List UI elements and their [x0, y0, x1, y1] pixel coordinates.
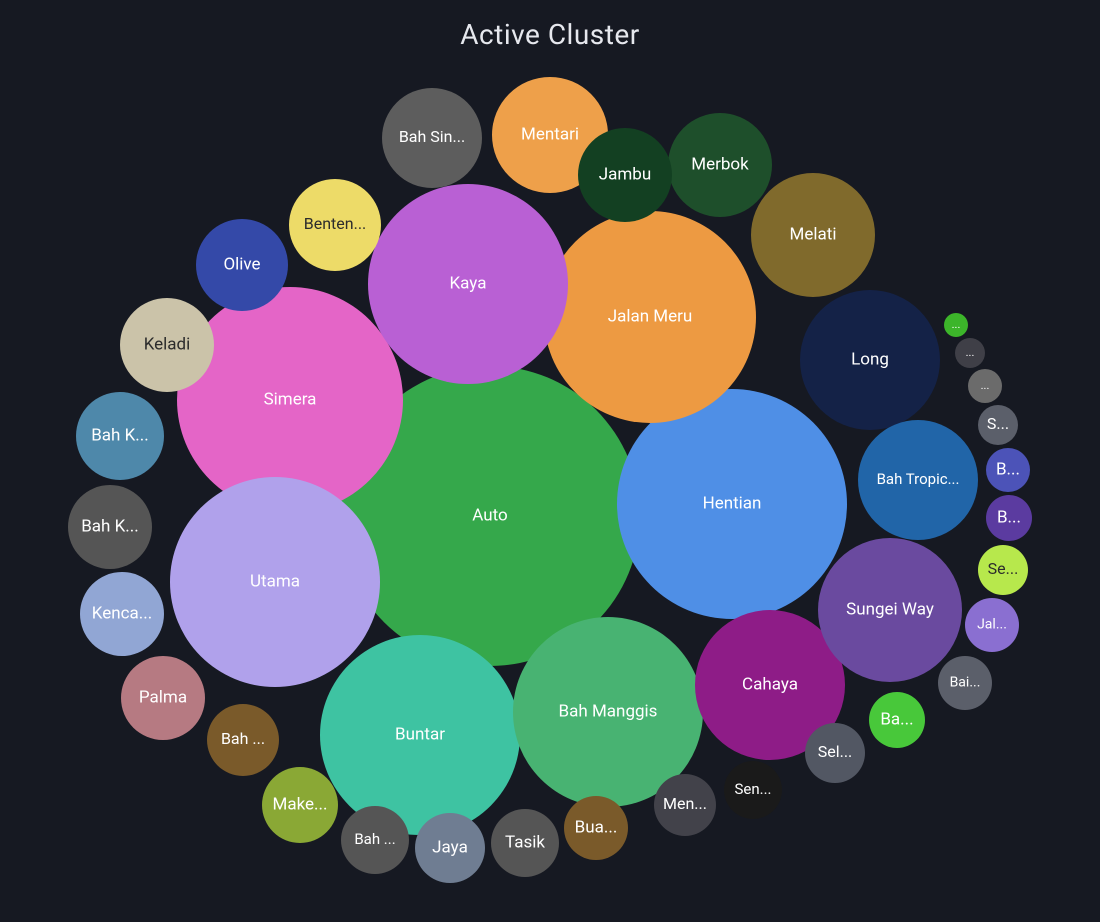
bubble-circle[interactable] — [978, 545, 1028, 595]
bubble[interactable]: ... — [955, 338, 985, 368]
bubble-circle[interactable] — [968, 369, 1002, 403]
bubble[interactable]: Ba... — [869, 692, 925, 748]
bubble-circle[interactable] — [262, 767, 338, 843]
bubble[interactable]: Kaya — [368, 184, 568, 384]
bubble[interactable]: S... — [978, 405, 1018, 445]
bubble-circle[interactable] — [76, 392, 164, 480]
bubble[interactable]: Sen... — [724, 761, 782, 819]
bubble-circle[interactable] — [668, 113, 772, 217]
bubble[interactable]: ... — [968, 369, 1002, 403]
bubble-circle[interactable] — [869, 692, 925, 748]
bubble-circle[interactable] — [491, 809, 559, 877]
bubble[interactable]: Tasik — [491, 809, 559, 877]
bubble-circle[interactable] — [544, 211, 756, 423]
bubble-circle[interactable] — [818, 538, 962, 682]
bubble-circle[interactable] — [564, 796, 628, 860]
bubble[interactable]: Buntar — [320, 635, 520, 835]
bubble-circle[interactable] — [800, 290, 940, 430]
bubble[interactable]: Benten... — [289, 179, 381, 271]
bubble-circle[interactable] — [955, 338, 985, 368]
bubble[interactable]: Utama — [170, 477, 380, 687]
bubble[interactable]: Sungei Way — [818, 538, 962, 682]
bubble[interactable]: Jalan Meru — [544, 211, 756, 423]
bubble[interactable]: Melati — [751, 173, 875, 297]
bubble-circle[interactable] — [170, 477, 380, 687]
bubble-circle[interactable] — [724, 761, 782, 819]
bubble[interactable]: Bah ... — [207, 704, 279, 776]
bubble-circle[interactable] — [68, 485, 152, 569]
bubble-circle[interactable] — [207, 704, 279, 776]
bubble-circle[interactable] — [341, 806, 409, 874]
bubble[interactable]: Bah Tropic... — [858, 420, 978, 540]
bubble[interactable]: Olive — [196, 219, 288, 311]
bubble[interactable]: Jambu — [578, 128, 672, 222]
bubble[interactable]: Bah K... — [68, 485, 152, 569]
bubble-circle[interactable] — [121, 656, 205, 740]
bubble[interactable]: Palma — [121, 656, 205, 740]
bubble[interactable]: Keladi — [120, 298, 214, 392]
bubble[interactable]: Jaya — [415, 813, 485, 883]
bubble-circle[interactable] — [120, 298, 214, 392]
bubble-chart: AutoHentianSimeraJalan MeruUtamaBuntarKa… — [0, 0, 1100, 922]
bubble-circle[interactable] — [196, 219, 288, 311]
bubble-circle[interactable] — [751, 173, 875, 297]
bubble[interactable]: Bua... — [564, 796, 628, 860]
bubble-circle[interactable] — [986, 495, 1032, 541]
bubble[interactable]: Long — [800, 290, 940, 430]
bubble[interactable]: Kenca... — [80, 572, 164, 656]
bubble[interactable]: B... — [986, 448, 1030, 492]
bubble-circle[interactable] — [986, 448, 1030, 492]
bubble-circle[interactable] — [654, 774, 716, 836]
bubble-circle[interactable] — [805, 723, 865, 783]
bubble-circle[interactable] — [978, 405, 1018, 445]
bubble-circle[interactable] — [382, 88, 482, 188]
bubble[interactable]: Bai... — [938, 656, 992, 710]
bubble-circle[interactable] — [578, 128, 672, 222]
bubble-circle[interactable] — [938, 656, 992, 710]
bubble-circle[interactable] — [858, 420, 978, 540]
bubble[interactable]: ... — [944, 313, 968, 337]
bubble-circle[interactable] — [617, 389, 847, 619]
bubble-circle[interactable] — [944, 313, 968, 337]
bubble-circle[interactable] — [289, 179, 381, 271]
bubble[interactable]: Merbok — [668, 113, 772, 217]
bubble-circle[interactable] — [320, 635, 520, 835]
bubble[interactable]: B... — [986, 495, 1032, 541]
bubble-circle[interactable] — [368, 184, 568, 384]
bubble-circle[interactable] — [965, 598, 1019, 652]
bubble-circle[interactable] — [80, 572, 164, 656]
bubble[interactable]: Sel... — [805, 723, 865, 783]
bubble[interactable]: Men... — [654, 774, 716, 836]
bubble[interactable]: Bah ... — [341, 806, 409, 874]
bubble[interactable]: Jal... — [965, 598, 1019, 652]
bubble[interactable]: Make... — [262, 767, 338, 843]
bubble[interactable]: Se... — [978, 545, 1028, 595]
bubble[interactable]: Hentian — [617, 389, 847, 619]
bubble-circle[interactable] — [415, 813, 485, 883]
bubble[interactable]: Bah K... — [76, 392, 164, 480]
bubble[interactable]: Bah Sin... — [382, 88, 482, 188]
